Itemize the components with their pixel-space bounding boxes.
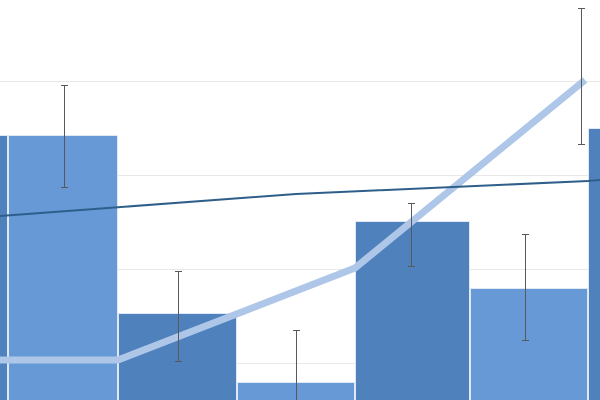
error-bar-cap-top-2 bbox=[175, 271, 182, 272]
error-bar-cap-top-4 bbox=[408, 203, 415, 204]
error-bar-cap-bottom-1 bbox=[61, 187, 68, 188]
error-bar-cap-top-6 bbox=[578, 8, 585, 9]
error-bar-cap-bottom-5 bbox=[522, 340, 529, 341]
bar-1[interactable] bbox=[8, 135, 118, 400]
error-bar-1 bbox=[61, 85, 68, 188]
line-trend-thin[interactable] bbox=[0, 179, 600, 217]
gridline-3 bbox=[0, 363, 600, 364]
bar-6[interactable] bbox=[588, 128, 600, 400]
error-bar-cap-bottom-4 bbox=[408, 266, 415, 267]
bar-0[interactable] bbox=[0, 135, 8, 400]
gridline-0 bbox=[0, 81, 600, 82]
error-bar-3 bbox=[293, 330, 300, 400]
bar-2[interactable] bbox=[118, 313, 237, 400]
error-bar-2 bbox=[175, 271, 182, 362]
gridline-1 bbox=[0, 175, 600, 176]
gridline-2 bbox=[0, 269, 600, 270]
error-bar-cap-top-3 bbox=[293, 330, 300, 331]
error-bar-6 bbox=[578, 8, 585, 145]
error-bar-cap-top-5 bbox=[522, 234, 529, 235]
error-bar-4 bbox=[408, 203, 415, 267]
error-bar-cap-top-1 bbox=[61, 85, 68, 86]
bar-5[interactable] bbox=[470, 288, 588, 400]
error-bar-cap-bottom-6 bbox=[578, 144, 585, 145]
error-bar-5 bbox=[522, 234, 529, 341]
line-trend-thick[interactable] bbox=[0, 77, 588, 364]
error-bar-cap-bottom-2 bbox=[175, 361, 182, 362]
